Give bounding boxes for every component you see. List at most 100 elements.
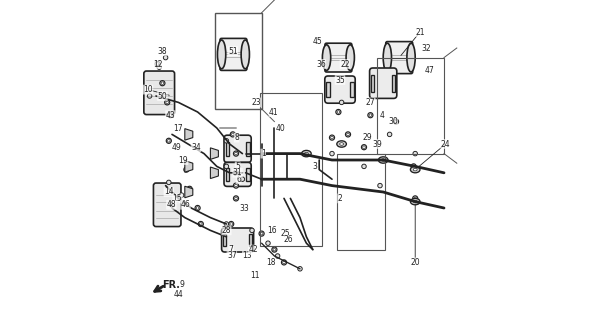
FancyBboxPatch shape xyxy=(325,43,352,72)
FancyBboxPatch shape xyxy=(220,38,247,70)
Circle shape xyxy=(413,196,418,201)
Circle shape xyxy=(368,113,373,118)
Circle shape xyxy=(195,205,200,211)
Polygon shape xyxy=(185,161,193,172)
Circle shape xyxy=(329,135,335,140)
Text: 34: 34 xyxy=(191,143,201,152)
Circle shape xyxy=(298,267,302,271)
Bar xyxy=(247,141,250,156)
Ellipse shape xyxy=(304,152,308,155)
Circle shape xyxy=(233,196,239,201)
Circle shape xyxy=(170,203,174,207)
Circle shape xyxy=(188,188,191,190)
Text: 40: 40 xyxy=(276,124,286,132)
Circle shape xyxy=(272,247,277,252)
Text: 48: 48 xyxy=(167,200,176,209)
Circle shape xyxy=(414,197,416,200)
Text: 39: 39 xyxy=(372,140,382,148)
Circle shape xyxy=(196,207,199,209)
Circle shape xyxy=(179,193,184,197)
Text: 37: 37 xyxy=(227,252,237,260)
Text: 31: 31 xyxy=(233,168,242,177)
Ellipse shape xyxy=(407,43,415,72)
Bar xyxy=(326,82,329,97)
Circle shape xyxy=(157,63,159,65)
Polygon shape xyxy=(211,148,218,159)
Polygon shape xyxy=(185,186,193,198)
Text: 23: 23 xyxy=(251,98,260,107)
Circle shape xyxy=(230,223,232,225)
Circle shape xyxy=(240,177,245,181)
Text: 5: 5 xyxy=(235,162,240,171)
Ellipse shape xyxy=(381,159,385,161)
Circle shape xyxy=(160,81,165,86)
Bar xyxy=(249,234,252,246)
Bar xyxy=(392,75,395,92)
Circle shape xyxy=(155,61,160,67)
Text: 12: 12 xyxy=(153,60,163,68)
Circle shape xyxy=(362,164,366,169)
Text: 8: 8 xyxy=(234,133,239,142)
Circle shape xyxy=(388,132,392,137)
Ellipse shape xyxy=(302,150,311,157)
FancyBboxPatch shape xyxy=(224,163,251,186)
Ellipse shape xyxy=(217,40,226,69)
Circle shape xyxy=(369,114,371,116)
Circle shape xyxy=(166,101,169,104)
Text: 1: 1 xyxy=(261,149,266,158)
Text: 50: 50 xyxy=(158,92,167,100)
Circle shape xyxy=(187,186,192,191)
Circle shape xyxy=(330,151,334,156)
Text: 41: 41 xyxy=(269,108,278,116)
Text: 3: 3 xyxy=(312,162,317,171)
Circle shape xyxy=(232,133,234,136)
Ellipse shape xyxy=(413,168,417,171)
FancyBboxPatch shape xyxy=(221,228,254,252)
Text: 15: 15 xyxy=(173,194,182,203)
Text: 47: 47 xyxy=(425,66,434,75)
Circle shape xyxy=(347,133,349,136)
Text: 27: 27 xyxy=(365,98,375,107)
Bar xyxy=(371,75,374,92)
Text: 29: 29 xyxy=(362,133,372,142)
Text: 35: 35 xyxy=(335,76,345,84)
Text: 51: 51 xyxy=(228,47,238,56)
Circle shape xyxy=(337,111,340,113)
Circle shape xyxy=(167,140,170,142)
Text: 38: 38 xyxy=(157,47,167,56)
Circle shape xyxy=(395,120,397,123)
Text: 26: 26 xyxy=(284,236,293,244)
Text: 28: 28 xyxy=(221,226,231,235)
Circle shape xyxy=(229,221,234,227)
Circle shape xyxy=(378,183,382,188)
Text: 33: 33 xyxy=(239,204,249,212)
Circle shape xyxy=(233,151,239,156)
Bar xyxy=(215,13,262,109)
Circle shape xyxy=(184,167,189,172)
Text: 45: 45 xyxy=(313,37,322,46)
Polygon shape xyxy=(211,167,218,179)
Circle shape xyxy=(411,164,416,169)
Ellipse shape xyxy=(340,143,344,145)
Ellipse shape xyxy=(413,200,417,203)
Text: 30: 30 xyxy=(388,117,398,126)
Bar xyxy=(226,141,229,156)
Text: 36: 36 xyxy=(316,60,326,68)
Circle shape xyxy=(266,241,270,245)
Circle shape xyxy=(224,164,229,169)
Text: 19: 19 xyxy=(178,156,188,164)
Text: 2: 2 xyxy=(338,194,343,203)
Text: 4: 4 xyxy=(379,111,384,120)
Ellipse shape xyxy=(410,166,420,173)
Circle shape xyxy=(260,232,263,235)
Bar xyxy=(226,168,229,180)
Circle shape xyxy=(235,172,237,174)
Text: 18: 18 xyxy=(266,258,275,267)
Circle shape xyxy=(235,184,237,187)
Circle shape xyxy=(164,100,170,105)
FancyBboxPatch shape xyxy=(370,68,397,99)
Text: 14: 14 xyxy=(164,188,173,196)
Circle shape xyxy=(275,254,280,258)
Text: 32: 32 xyxy=(422,44,431,52)
Circle shape xyxy=(233,183,239,188)
